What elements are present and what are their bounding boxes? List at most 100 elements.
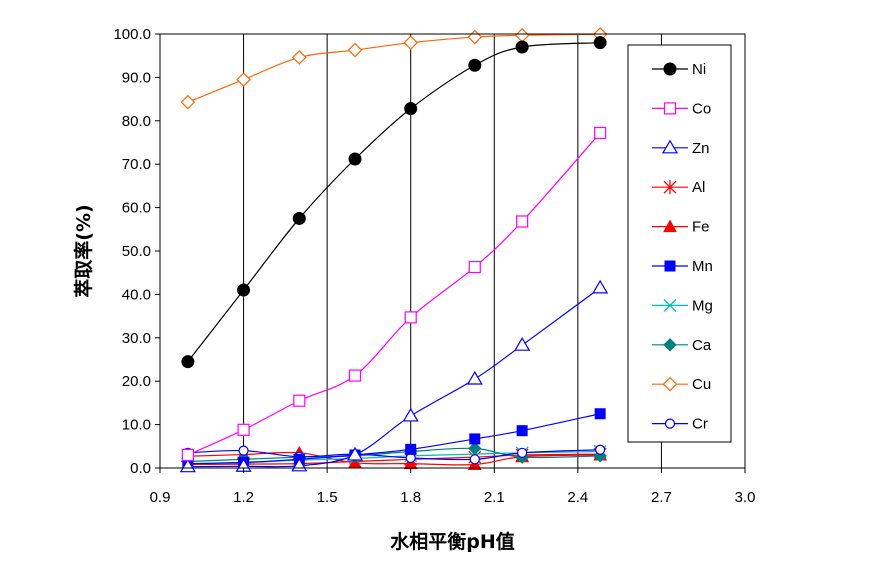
- x-tick-label: 1.5: [317, 489, 338, 506]
- legend-marker-zn: [661, 139, 679, 154]
- legend-item-ca: Ca: [652, 337, 712, 354]
- data-point-ni: [515, 40, 529, 54]
- legend-label-al: Al: [692, 179, 705, 196]
- legend-marker-cu: [662, 376, 678, 392]
- data-point-cu: [236, 72, 251, 87]
- data-point-ni: [404, 102, 418, 116]
- series-line-zn: [187, 287, 601, 468]
- legend-box: [627, 44, 732, 443]
- y-tick-label: 70.0: [122, 156, 151, 173]
- data-point-cu: [403, 35, 419, 51]
- data-point-zn: [466, 370, 483, 385]
- data-point-zn: [402, 407, 419, 422]
- series-zn: [179, 279, 609, 473]
- data-point-co: [348, 369, 362, 382]
- data-point-mn: [469, 433, 481, 445]
- data-point-zn: [346, 446, 364, 461]
- legend-item-mn: Mn: [652, 258, 713, 275]
- legend-label-zn: Zn: [692, 140, 710, 157]
- legend-label-fe: Fe: [692, 219, 710, 236]
- series-co: [181, 126, 607, 462]
- axis-ticks: 0.9 1.2 1.5 1.8 2.1 2.4 2.7 3.0 0.0 10.0 20.0 30.0 4…: [113, 26, 755, 506]
- grid-lines: [243, 34, 662, 468]
- y-tick-label: 60.0: [122, 200, 151, 217]
- data-point-ni: [348, 152, 362, 166]
- data-point-cr: [469, 454, 480, 465]
- legend-marker-ni: [663, 62, 677, 76]
- series-line-co: [187, 132, 601, 456]
- legend-item-al: Al: [652, 179, 705, 196]
- y-tick-label: 50.0: [122, 243, 151, 260]
- data-point-cr: [405, 452, 416, 464]
- series-layer: [179, 27, 609, 473]
- x-tick-label: 3.0: [735, 489, 756, 506]
- legend-item-cu: Cu: [652, 376, 711, 393]
- data-point-co: [516, 215, 529, 228]
- data-point-mn: [516, 425, 528, 437]
- legend-item-zn: Zn: [652, 139, 710, 157]
- legend-label-ca: Ca: [692, 337, 712, 354]
- legend-marker-mn: [664, 260, 676, 272]
- x-tick-label: 2.4: [567, 489, 588, 506]
- legend-item-co: Co: [652, 100, 711, 117]
- y-tick-label: 0.0: [130, 460, 151, 477]
- data-point-cu: [180, 94, 196, 110]
- y-tick-label: 100.0: [113, 26, 151, 43]
- data-point-co: [404, 311, 417, 324]
- legend-marker-al: [663, 180, 677, 195]
- data-point-co: [594, 126, 607, 140]
- data-point-mn: [594, 408, 606, 420]
- legend-item-cr: Cr: [652, 416, 708, 433]
- legend-marker-co: [663, 102, 677, 115]
- data-point-cr: [595, 444, 606, 455]
- series-cu: [180, 27, 608, 110]
- data-point-zn: [179, 458, 196, 473]
- legend: Ni Co Zn Al Fe Mn Mg Ca Cu Cr: [627, 44, 732, 443]
- x-tick-label: 2.1: [484, 489, 505, 506]
- data-point-zn: [514, 336, 531, 351]
- y-tick-label: 10.0: [122, 417, 151, 434]
- data-point-co: [293, 394, 306, 407]
- data-point-cu: [467, 29, 483, 45]
- legend-item-mg: Mg: [652, 297, 713, 314]
- data-point-cu: [291, 50, 307, 65]
- legend-label-co: Co: [692, 100, 711, 117]
- y-tick-label: 30.0: [122, 330, 151, 347]
- legend-marker-fe: [663, 219, 677, 233]
- legend-marker-ca: [663, 338, 677, 352]
- x-tick-label: 0.9: [150, 489, 171, 506]
- series-line-ni: [187, 42, 601, 363]
- legend-label-mn: Mn: [692, 258, 713, 275]
- data-point-cr: [517, 447, 528, 458]
- data-point-co: [468, 260, 481, 274]
- data-point-mn: [405, 443, 417, 455]
- y-axis-title: 萃取率(%): [72, 204, 95, 297]
- legend-marker-mg: [663, 298, 677, 312]
- data-point-ni: [468, 58, 482, 72]
- x-tick-label: 1.2: [233, 489, 254, 506]
- legend-item-fe: Fe: [652, 219, 710, 236]
- data-point-ni: [181, 355, 195, 369]
- legend-label-ni: Ni: [692, 61, 706, 78]
- data-point-ni: [593, 36, 607, 50]
- data-point-co: [237, 423, 250, 436]
- data-point-ni: [237, 283, 251, 297]
- legend-label-cu: Cu: [692, 376, 711, 393]
- data-point-ni: [292, 211, 306, 225]
- series-ni: [181, 36, 607, 369]
- y-tick-label: 90.0: [122, 69, 151, 86]
- x-tick-label: 2.7: [651, 489, 672, 506]
- y-tick-label: 20.0: [122, 373, 151, 390]
- data-point-cr: [238, 445, 249, 456]
- x-axis-title: 水相平衡pH值: [390, 530, 515, 553]
- legend-marker-cr: [664, 418, 676, 429]
- y-tick-label: 40.0: [122, 286, 151, 303]
- data-point-cu: [514, 27, 530, 43]
- legend-label-mg: Mg: [692, 297, 713, 314]
- legend-label-cr: Cr: [692, 416, 708, 433]
- data-point-cu: [347, 42, 363, 58]
- x-tick-label: 1.8: [400, 489, 421, 506]
- y-tick-label: 80.0: [122, 113, 151, 130]
- legend-item-ni: Ni: [652, 61, 706, 78]
